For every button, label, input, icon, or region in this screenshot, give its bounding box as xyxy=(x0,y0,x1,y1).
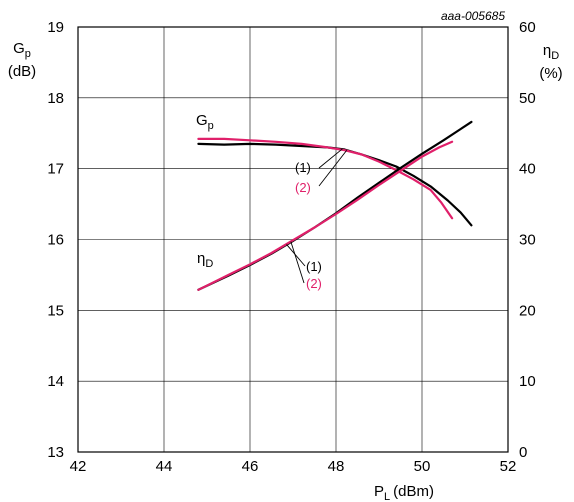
etad-curve-label-main: η xyxy=(197,250,205,267)
x-axis-label: PL (dBm) xyxy=(374,483,434,502)
x-label-sub: L xyxy=(384,491,390,502)
tick-labels: 42 44 46 48 50 52 13 14 15 16 17 18 19 0 10 20 30 40 50 60 xyxy=(47,19,535,475)
etad-curve-label-sub: D xyxy=(205,258,213,270)
gp-line-2 xyxy=(197,137,454,220)
y-right-tick-label: 60 xyxy=(519,19,536,36)
y-right-tick-label: 40 xyxy=(519,161,536,178)
y-right-label-main: η xyxy=(543,42,551,59)
y-left-tick-label: 19 xyxy=(47,19,64,36)
y-left-tick-label: 18 xyxy=(47,90,64,107)
etad-leader-2 xyxy=(290,241,305,284)
gp-leader-2 xyxy=(318,149,348,187)
etad-leader-1 xyxy=(286,244,306,267)
series-lines xyxy=(197,120,473,291)
y-left-tick-label: 16 xyxy=(47,232,64,249)
x-tick-label: 46 xyxy=(242,458,259,475)
x-label-unit: (dBm) xyxy=(393,483,434,500)
y-right-axis-label: ηD xyxy=(543,42,559,62)
gp-curve-label-main: G xyxy=(196,112,208,129)
x-label-main: P xyxy=(374,483,384,500)
etad-curve-label: ηD xyxy=(197,250,213,270)
etad-line-2 xyxy=(197,140,454,291)
figure-id: aaa-005685 xyxy=(441,9,505,23)
etad-line-1 xyxy=(197,120,473,291)
y-right-tick-label: 50 xyxy=(519,90,536,107)
gp-curve-label-sub: p xyxy=(208,120,214,132)
y-left-tick-label: 17 xyxy=(47,161,64,178)
y-left-tick-label: 14 xyxy=(47,373,64,390)
x-tick-label: 52 xyxy=(500,458,517,475)
x-tick-label: 44 xyxy=(156,458,173,475)
y-right-tick-label: 10 xyxy=(519,373,536,390)
plot-frame xyxy=(77,26,509,453)
y-right-label-sub: D xyxy=(551,50,559,62)
etad-variant-1-label: (1) xyxy=(306,259,322,274)
y-right-tick-label: 0 xyxy=(519,444,527,461)
x-tick-label: 48 xyxy=(328,458,345,475)
gp-curve-label: Gp xyxy=(196,112,214,132)
y-left-tick-label: 13 xyxy=(47,444,64,461)
annotation-leaders xyxy=(286,148,348,284)
y-right-tick-label: 20 xyxy=(519,302,536,319)
x-tick-label: 50 xyxy=(414,458,431,475)
y-left-axis-unit: (dB) xyxy=(8,63,36,80)
gp-variant-2-label: (2) xyxy=(295,180,311,195)
gp-leader-1 xyxy=(318,148,343,169)
y-left-axis-label: Gp xyxy=(13,40,31,60)
y-left-label-main: G xyxy=(13,40,25,57)
y-left-tick-label: 15 xyxy=(47,302,64,319)
x-tick-label: 42 xyxy=(70,458,87,475)
gp-variant-1-label: (1) xyxy=(295,160,311,175)
y-right-axis-unit: (%) xyxy=(539,65,562,82)
y-left-label-sub: p xyxy=(25,48,31,60)
y-right-tick-label: 30 xyxy=(519,232,536,249)
etad-variant-2-label: (2) xyxy=(306,276,322,291)
